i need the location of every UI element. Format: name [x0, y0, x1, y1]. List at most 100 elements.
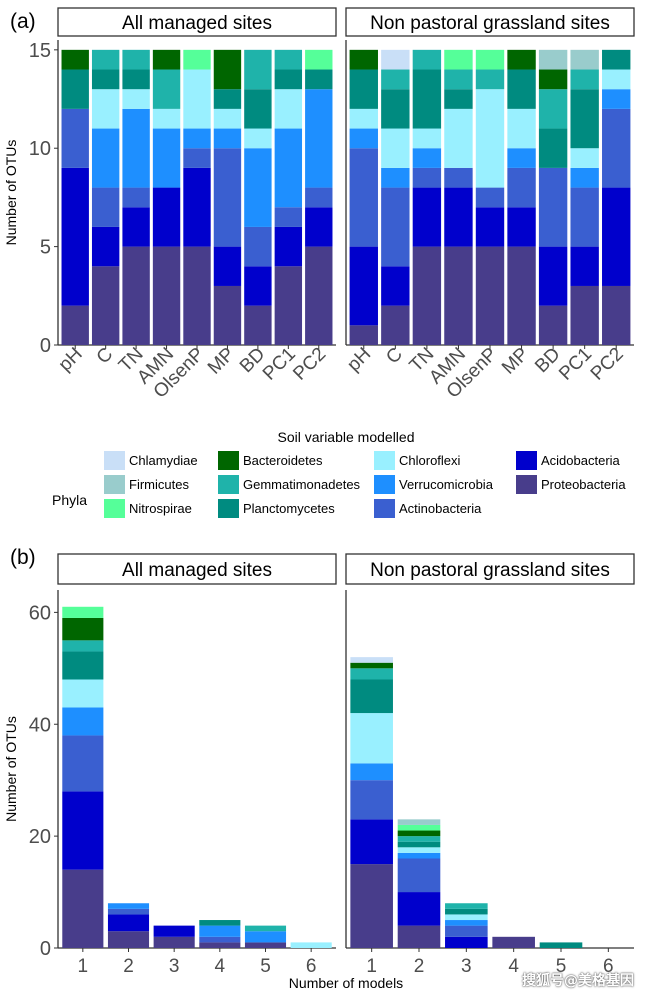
bar-segment-pc2-planctomycetes	[305, 69, 333, 90]
bar-segment-c-gemmatimonadetes	[91, 49, 120, 70]
legend: Phyla Chlamydiae Firmicutes Nitrospirae Bact…	[52, 451, 626, 518]
legend-key-bacteroidetes	[218, 451, 239, 470]
bar-segment-6-chloroflexi	[290, 942, 332, 948]
bar-segment-2-nitrospirae	[397, 824, 441, 831]
bar-segment-amn-gemmatimonadetes	[152, 69, 181, 109]
y-tick-label: 5	[40, 237, 51, 259]
x-tick-label-3: 3	[461, 956, 472, 977]
bar-segment-ph-actinobacteria	[349, 148, 378, 247]
facet-title: Non pastoral grassland sites	[370, 560, 610, 581]
bar-segment-tn-planctomycetes	[412, 69, 442, 129]
bar-segment-pc1-verrucomicrobia	[274, 128, 303, 208]
bar-segment-tn-verrucomicrobia	[412, 148, 442, 168]
y-axis-label: Number of OTUs	[3, 716, 19, 822]
bar-segment-c-gemmatimonadetes	[381, 69, 410, 90]
bar-segment-pc1-actinobacteria	[274, 207, 303, 227]
bar-segment-1-planctomycetes	[350, 679, 393, 714]
bar-segment-1-chlamydiae	[350, 657, 393, 663]
bar-segment-ph-planctomycetes	[61, 69, 89, 109]
bar-segment-tn-planctomycetes	[122, 69, 150, 90]
panel--a-: (a) Number of OTUs 0 5 10 15 All managed sites…	[3, 7, 635, 445]
bar-segment-mp-proteobacteria	[507, 246, 536, 345]
bar-segment-pc1-acidobacteria	[570, 246, 599, 286]
bar-segment-tn-proteobacteria	[412, 246, 442, 345]
x-tick-label-2: 2	[414, 956, 425, 977]
bar-segment-c-acidobacteria	[91, 226, 120, 267]
bar-segment-olsenp-acidobacteria	[183, 167, 211, 247]
bar-segment-amn-planctomycetes	[444, 89, 473, 109]
bar-segment-pc1-actinobacteria	[570, 187, 599, 247]
bar-segment-ph-actinobacteria	[61, 108, 89, 168]
x-tick-label-4: 4	[215, 956, 226, 977]
bar-segment-pc1-planctomycetes	[274, 69, 303, 90]
bar-segment-4-actinobacteria	[199, 936, 241, 943]
panel-label: (b)	[10, 546, 36, 569]
bar-segment-tn-acidobacteria	[412, 187, 442, 247]
bar-segment-2-bacteroidetes	[397, 830, 441, 837]
bar-segment-pc2-nitrospirae	[305, 49, 333, 70]
bar-segment-tn-proteobacteria	[122, 246, 150, 345]
y-tick-label: 0	[40, 335, 51, 357]
facet-title: All managed sites	[122, 13, 272, 34]
legend-label-planctomycetes: Planctomycetes	[243, 501, 335, 516]
x-tick-label-6: 6	[306, 956, 317, 977]
x-tick-label-ph: pH	[343, 344, 375, 376]
bar-segment-c-chlamydiae	[381, 49, 410, 70]
facet-non-pastoral-grassland-sites: Non pastoral grassland sites 1 2 3 4 5 6	[345, 553, 635, 977]
bar-segment-3-acidobacteria	[153, 925, 195, 937]
bar-segment-tn-actinobacteria	[412, 167, 442, 188]
bar-segment-5-verrucomicrobia	[244, 931, 287, 943]
bar-segment-pc2-acidobacteria	[305, 207, 333, 247]
bar-segment-2-actinobacteria	[397, 858, 441, 893]
bar-segment-ph-bacteroidetes	[349, 49, 378, 70]
bar-segment-c-actinobacteria	[381, 187, 410, 267]
bar-segment-tn-acidobacteria	[122, 207, 150, 247]
bar-segment-tn-chloroflexi	[412, 128, 442, 149]
bar-segment-bd-bacteroidetes	[538, 69, 568, 90]
bar-segment-tn-chloroflexi	[122, 89, 150, 109]
legend-key-planctomycetes	[218, 499, 239, 518]
bar-segment-tn-gemmatimonadetes	[122, 49, 150, 70]
bar-segment-amn-chloroflexi	[152, 108, 181, 129]
bar-segment-bd-actinobacteria	[538, 167, 568, 247]
bar-segment-3-actinobacteria	[445, 925, 488, 937]
bar-segment-3-proteobacteria	[153, 936, 195, 948]
x-tick-label-5: 5	[260, 956, 271, 977]
x-tick-label-ph: pH	[55, 344, 87, 376]
x-tick-label-6: 6	[603, 956, 614, 977]
bar-segment-pc1-proteobacteria	[570, 285, 599, 345]
bar-segment-olsenp-actinobacteria	[475, 187, 505, 208]
bar-segment-bd-firmicutes	[538, 49, 568, 70]
x-tick-label-mp: MP	[498, 344, 533, 379]
bar-segment-mp-acidobacteria	[507, 207, 536, 247]
bar-segment-pc2-planctomycetes	[602, 49, 631, 70]
legend-key-nitrospirae	[104, 499, 125, 518]
bar-segment-amn-acidobacteria	[152, 187, 181, 247]
bar-segment-5-gemmatimonadetes	[244, 925, 287, 932]
legend-key-gemmatimonadetes	[218, 475, 239, 494]
x-tick-label-4: 4	[508, 956, 519, 977]
bar-segment-amn-chloroflexi	[444, 108, 473, 168]
legend-label-proteobacteria: Proteobacteria	[541, 477, 626, 492]
bar-segment-mp-chloroflexi	[507, 108, 536, 149]
bar-segment-1-acidobacteria	[350, 819, 393, 865]
legend-label-actinobacteria: Actinobacteria	[399, 501, 482, 516]
legend-label-acidobacteria: Acidobacteria	[541, 453, 621, 468]
bar-segment-1-acidobacteria	[62, 791, 104, 870]
bar-segment-tn-actinobacteria	[122, 187, 150, 208]
bar-segment-pc2-verrucomicrobia	[602, 89, 631, 109]
x-tick-label-3: 3	[169, 956, 180, 977]
bar-segment-pc1-gemmatimonadetes	[570, 69, 599, 90]
bar-segment-mp-chloroflexi	[213, 108, 242, 129]
bar-segment-4-proteobacteria	[199, 942, 241, 948]
legend-key-verrucomicrobia	[374, 475, 395, 494]
x-tick-label-c: C	[382, 344, 407, 369]
bar-segment-mp-bacteroidetes	[213, 49, 242, 90]
legend-title: Phyla	[52, 492, 87, 508]
bar-segment-olsenp-gemmatimonadetes	[475, 69, 505, 90]
x-tick-label-mp: MP	[204, 344, 239, 379]
bar-segment-2-acidobacteria	[107, 914, 150, 932]
bar-segment-bd-proteobacteria	[538, 305, 568, 345]
